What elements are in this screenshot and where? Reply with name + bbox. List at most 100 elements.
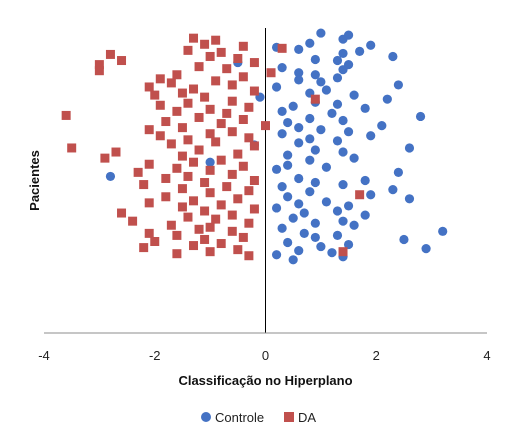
x-tick-label: -2 <box>149 348 161 363</box>
da-point <box>200 92 210 102</box>
controle-point <box>205 157 215 167</box>
controle-point <box>360 210 370 220</box>
controle-point <box>321 197 332 207</box>
da-point <box>177 151 187 161</box>
da-point <box>227 96 237 106</box>
controle-point <box>382 94 392 104</box>
controle-point <box>271 203 282 213</box>
da-point <box>172 163 182 173</box>
da-point <box>266 68 276 78</box>
da-point <box>117 208 127 218</box>
controle-point <box>360 175 370 186</box>
da-point <box>249 86 259 96</box>
da-point <box>194 145 204 155</box>
da-point <box>205 104 215 114</box>
da-point <box>216 239 226 249</box>
da-point <box>194 224 204 234</box>
controle-point <box>349 153 359 163</box>
legend-label-da: DA <box>298 410 316 425</box>
controle-point <box>316 125 326 135</box>
controle-point <box>283 160 293 170</box>
da-point <box>139 243 149 253</box>
legend-label-controle: Controle <box>215 410 264 425</box>
da-point <box>216 47 226 57</box>
controle-point <box>271 250 282 260</box>
da-point <box>161 173 171 183</box>
controle-point <box>377 121 387 131</box>
da-point <box>244 102 254 112</box>
da-point <box>238 115 248 124</box>
da-point <box>94 66 104 76</box>
controle-point <box>332 230 343 240</box>
da-point <box>144 82 154 92</box>
da-point <box>200 39 210 49</box>
da-point <box>177 88 187 98</box>
controle-point <box>388 185 398 195</box>
da-point <box>233 245 243 255</box>
controle-point <box>355 46 365 56</box>
legend-marker-controle <box>201 412 211 422</box>
controle-point <box>310 177 320 188</box>
da-point <box>172 230 182 240</box>
da-point <box>189 33 199 43</box>
da-point <box>139 180 149 190</box>
da-point <box>200 178 210 188</box>
controle-point <box>332 136 343 146</box>
da-point <box>238 41 248 51</box>
da-point <box>177 202 187 212</box>
controle-point <box>366 131 376 141</box>
controle-point <box>288 213 298 223</box>
da-point <box>200 234 210 244</box>
controle-point <box>338 216 348 226</box>
da-point <box>355 190 365 200</box>
da-point <box>67 143 77 153</box>
da-point <box>205 247 215 257</box>
da-point <box>238 232 248 242</box>
da-point <box>172 249 182 259</box>
da-point <box>216 155 226 165</box>
x-tick-label: -4 <box>38 348 50 363</box>
controle-point <box>294 123 304 133</box>
da-point <box>128 216 138 226</box>
series-da <box>61 33 365 261</box>
controle-point <box>338 179 348 190</box>
controle-point <box>310 232 320 243</box>
plot-area <box>44 28 487 334</box>
da-point <box>189 157 199 167</box>
controle-point <box>393 80 403 90</box>
da-point <box>111 147 121 157</box>
da-point <box>249 204 259 214</box>
da-point <box>200 206 210 216</box>
da-point <box>161 192 171 202</box>
da-point <box>117 56 127 66</box>
controle-point <box>321 85 332 95</box>
da-point <box>150 237 160 246</box>
da-point <box>144 159 154 169</box>
controle-point <box>305 155 315 165</box>
da-point <box>205 188 215 198</box>
controle-point <box>294 75 304 85</box>
da-point <box>238 72 248 82</box>
x-tick-label: 2 <box>373 348 380 363</box>
controle-point <box>277 182 287 192</box>
controle-point <box>310 54 320 65</box>
controle-point <box>338 147 348 157</box>
da-point <box>94 60 104 70</box>
controle-point <box>277 129 287 139</box>
controle-point <box>421 244 431 254</box>
controle-point <box>349 220 359 230</box>
controle-point <box>283 237 293 248</box>
da-point <box>133 167 143 177</box>
da-point <box>227 226 237 236</box>
da-point <box>233 194 243 204</box>
controle-point <box>305 113 315 124</box>
da-point <box>183 171 193 181</box>
controle-point <box>438 226 448 236</box>
da-point <box>244 186 254 196</box>
da-point <box>172 70 182 80</box>
da-point <box>144 125 154 135</box>
da-point <box>166 139 176 149</box>
controle-point <box>332 99 343 109</box>
controle-point <box>338 34 348 44</box>
da-point <box>155 100 165 110</box>
